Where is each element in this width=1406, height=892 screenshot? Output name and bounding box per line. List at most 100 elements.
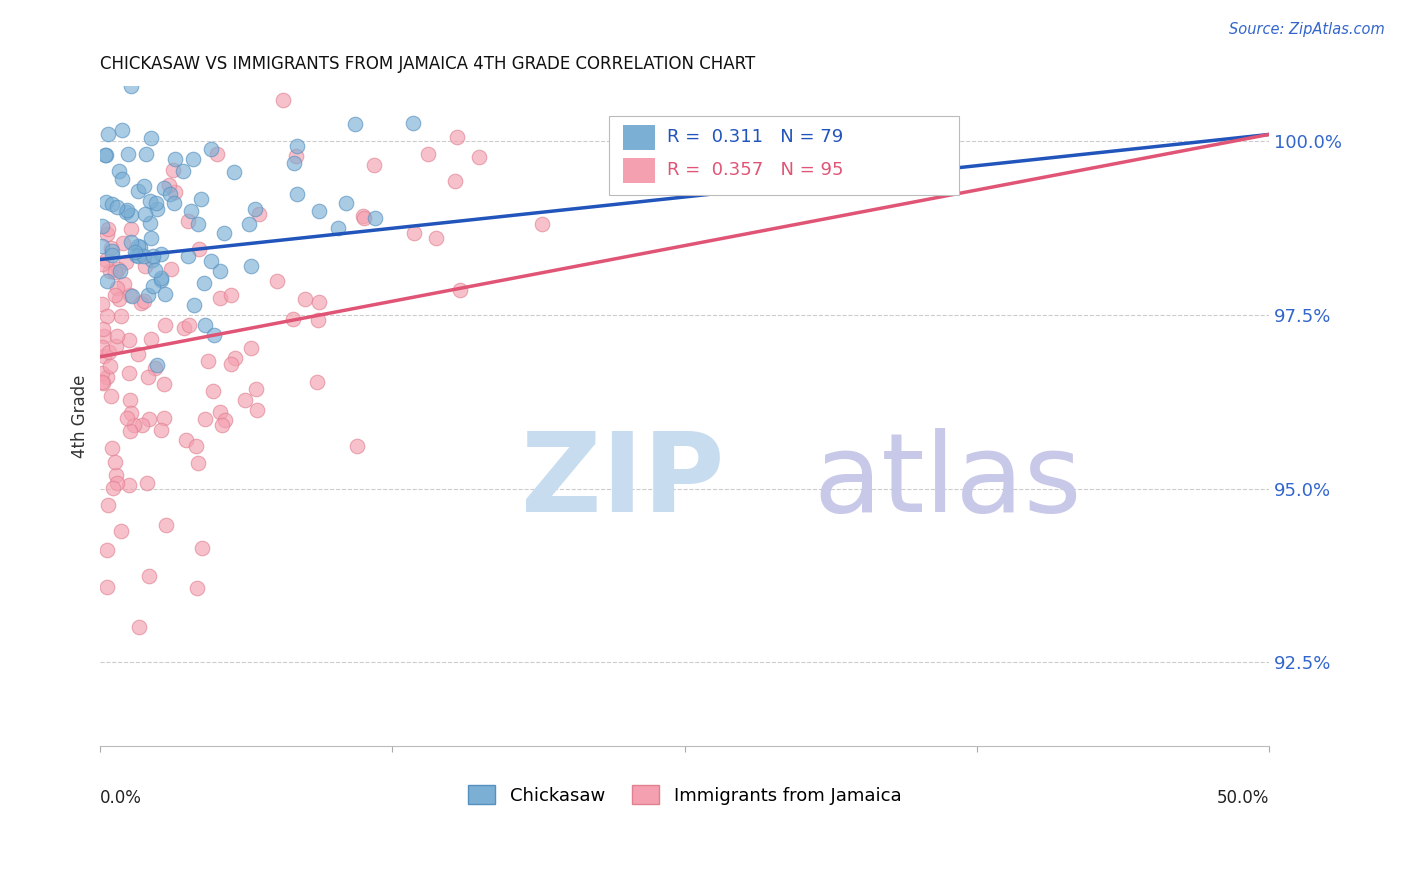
Point bbox=[160, 262, 183, 277]
Point bbox=[285, 187, 308, 202]
Point bbox=[96, 580, 118, 594]
Point bbox=[157, 178, 180, 192]
Point bbox=[194, 318, 217, 333]
Point bbox=[131, 417, 153, 432]
Point bbox=[90, 340, 112, 354]
Point bbox=[326, 221, 349, 235]
Point bbox=[444, 173, 467, 187]
Point bbox=[224, 351, 246, 365]
Point bbox=[401, 116, 423, 130]
Point bbox=[353, 211, 375, 225]
Point bbox=[129, 295, 152, 310]
Point bbox=[118, 333, 141, 347]
Point bbox=[118, 287, 141, 301]
Point bbox=[136, 475, 159, 490]
Point bbox=[138, 412, 160, 426]
Point bbox=[136, 288, 159, 302]
Point bbox=[105, 200, 128, 214]
Point bbox=[96, 309, 118, 323]
Legend: Chickasaw, Immigrants from Jamaica: Chickasaw, Immigrants from Jamaica bbox=[461, 778, 908, 812]
Point bbox=[101, 244, 124, 259]
Point bbox=[93, 349, 115, 363]
Point bbox=[135, 147, 157, 161]
Point bbox=[138, 194, 160, 208]
Point bbox=[343, 118, 366, 132]
Point bbox=[100, 389, 122, 403]
FancyBboxPatch shape bbox=[609, 115, 959, 194]
Point bbox=[128, 240, 150, 254]
Point bbox=[97, 345, 120, 359]
Point bbox=[159, 187, 181, 202]
Point bbox=[136, 370, 159, 384]
Point bbox=[91, 219, 114, 233]
Point bbox=[115, 255, 138, 269]
Point bbox=[127, 249, 149, 263]
Point bbox=[214, 413, 236, 427]
Point bbox=[117, 411, 139, 425]
Point bbox=[105, 475, 128, 490]
Point bbox=[110, 524, 132, 538]
Point bbox=[97, 499, 120, 513]
Point bbox=[308, 204, 330, 219]
Point bbox=[105, 281, 128, 295]
Point bbox=[141, 252, 163, 267]
Bar bbox=[623, 125, 655, 150]
Point bbox=[402, 226, 425, 240]
Point bbox=[149, 273, 172, 287]
Point bbox=[446, 130, 468, 145]
Point bbox=[201, 384, 224, 399]
Point bbox=[112, 277, 135, 292]
Point bbox=[243, 202, 266, 216]
Point bbox=[211, 417, 233, 432]
Point bbox=[101, 441, 124, 455]
Point bbox=[155, 287, 177, 301]
Point bbox=[96, 147, 118, 161]
Point bbox=[363, 158, 385, 172]
Point bbox=[118, 424, 141, 438]
Point bbox=[155, 517, 177, 532]
Text: R =  0.357   N = 95: R = 0.357 N = 95 bbox=[666, 161, 844, 179]
Point bbox=[363, 211, 385, 225]
Point bbox=[187, 456, 209, 470]
Point bbox=[96, 370, 118, 384]
Point bbox=[107, 292, 129, 306]
Point bbox=[142, 249, 165, 263]
Point bbox=[110, 309, 132, 323]
Point bbox=[176, 214, 198, 228]
Point bbox=[120, 208, 142, 222]
Point bbox=[209, 404, 232, 418]
Text: Source: ZipAtlas.com: Source: ZipAtlas.com bbox=[1229, 22, 1385, 37]
Point bbox=[186, 582, 208, 596]
Point bbox=[105, 328, 128, 343]
Point bbox=[124, 244, 146, 259]
Point bbox=[177, 249, 200, 263]
Point bbox=[100, 241, 122, 255]
Point bbox=[238, 218, 260, 232]
Point bbox=[449, 283, 471, 297]
Point bbox=[145, 196, 167, 211]
Y-axis label: 4th Grade: 4th Grade bbox=[72, 374, 89, 458]
Point bbox=[281, 311, 304, 326]
Text: 0.0%: 0.0% bbox=[100, 789, 142, 806]
Point bbox=[134, 259, 156, 273]
Point bbox=[121, 289, 143, 303]
Point bbox=[132, 294, 155, 309]
Point bbox=[245, 383, 267, 397]
Point bbox=[346, 439, 368, 453]
Point bbox=[146, 358, 169, 372]
Point bbox=[98, 264, 121, 278]
Point bbox=[305, 375, 328, 389]
Point bbox=[90, 366, 112, 380]
Point bbox=[163, 196, 186, 211]
Point bbox=[115, 205, 138, 219]
Point bbox=[104, 467, 127, 482]
Point bbox=[90, 297, 112, 311]
Point bbox=[120, 79, 142, 94]
Point bbox=[143, 262, 166, 277]
Point bbox=[108, 264, 131, 278]
Point bbox=[96, 274, 118, 288]
Point bbox=[128, 620, 150, 634]
Point bbox=[91, 375, 114, 389]
Point bbox=[285, 149, 308, 163]
Point bbox=[94, 252, 117, 267]
